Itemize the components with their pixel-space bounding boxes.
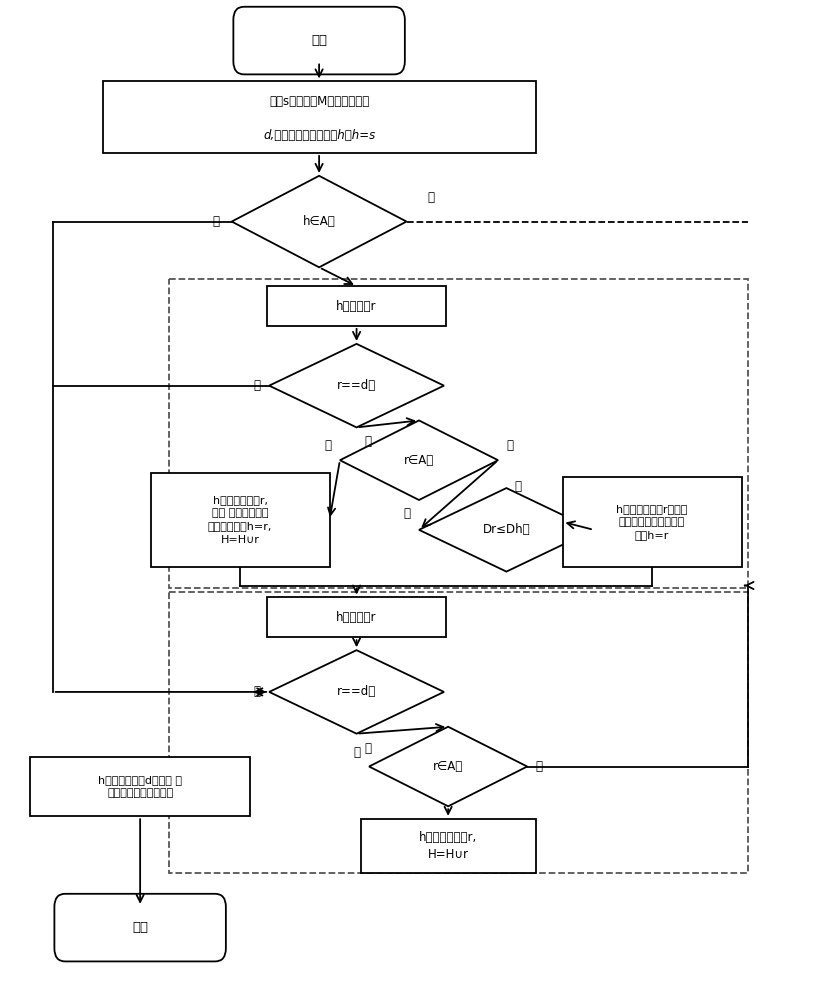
- Bar: [151, 473, 329, 567]
- Bar: [103, 81, 535, 153]
- Text: r∈A？: r∈A？: [433, 760, 463, 773]
- Text: 是: 是: [324, 439, 332, 452]
- Text: r==d？: r==d？: [337, 685, 376, 698]
- Text: 是: 是: [254, 379, 261, 392]
- Text: 开始: 开始: [311, 34, 327, 47]
- Bar: [562, 477, 742, 567]
- Bar: [360, 819, 535, 873]
- Text: h遇见节点r: h遇见节点r: [336, 300, 377, 313]
- Text: h∈A？: h∈A？: [303, 215, 335, 228]
- Text: h将消息转发给r,
同时 删除本地消息
或消息副本，h=r,
H=H∪r: h将消息转发给r, 同时 删除本地消息 或消息副本，h=r, H=H∪r: [208, 495, 272, 545]
- Polygon shape: [269, 650, 444, 734]
- Polygon shape: [369, 727, 527, 806]
- Polygon shape: [231, 176, 406, 267]
- Bar: [169, 279, 747, 588]
- Text: 是: 是: [212, 215, 220, 228]
- Text: 否: 否: [515, 480, 522, 493]
- Text: h将消息转发给r,
H=H∪r: h将消息转发给r, H=H∪r: [419, 831, 478, 861]
- Text: 结束: 结束: [132, 921, 148, 934]
- Polygon shape: [419, 488, 594, 572]
- Text: 否: 否: [365, 435, 372, 448]
- Text: h将消息转发给r，同时
删除本地消息或消息副
本，h=r: h将消息转发给r，同时 删除本地消息或消息副 本，h=r: [617, 504, 688, 540]
- Text: 是: 是: [404, 507, 411, 520]
- Bar: [169, 592, 747, 873]
- Text: h遇见节点r: h遇见节点r: [336, 611, 377, 624]
- Text: 否: 否: [506, 439, 514, 452]
- Text: 是: 是: [254, 685, 261, 698]
- Bar: [30, 757, 251, 816]
- Text: d,消息当前宿主节点为h，h=s: d,消息当前宿主节点为h，h=s: [263, 129, 375, 142]
- Text: 否: 否: [365, 742, 372, 755]
- FancyBboxPatch shape: [233, 7, 405, 74]
- Text: h将消息转发给d，同时 删
除本地消息或消息副本: h将消息转发给d，同时 删 除本地消息或消息副本: [98, 775, 182, 798]
- FancyBboxPatch shape: [54, 894, 226, 961]
- Text: 是: 是: [354, 746, 360, 759]
- Text: 节点s产生消息M，目的节点为: 节点s产生消息M，目的节点为: [269, 95, 370, 108]
- Polygon shape: [340, 420, 498, 500]
- Text: Dr≤Dh？: Dr≤Dh？: [483, 523, 530, 536]
- Polygon shape: [269, 344, 444, 427]
- Bar: [267, 286, 446, 326]
- Text: r∈A？: r∈A？: [404, 454, 434, 467]
- Bar: [267, 597, 446, 637]
- Text: r==d？: r==d？: [337, 379, 376, 392]
- Text: 否: 否: [535, 760, 542, 773]
- Text: 否: 否: [427, 191, 434, 204]
